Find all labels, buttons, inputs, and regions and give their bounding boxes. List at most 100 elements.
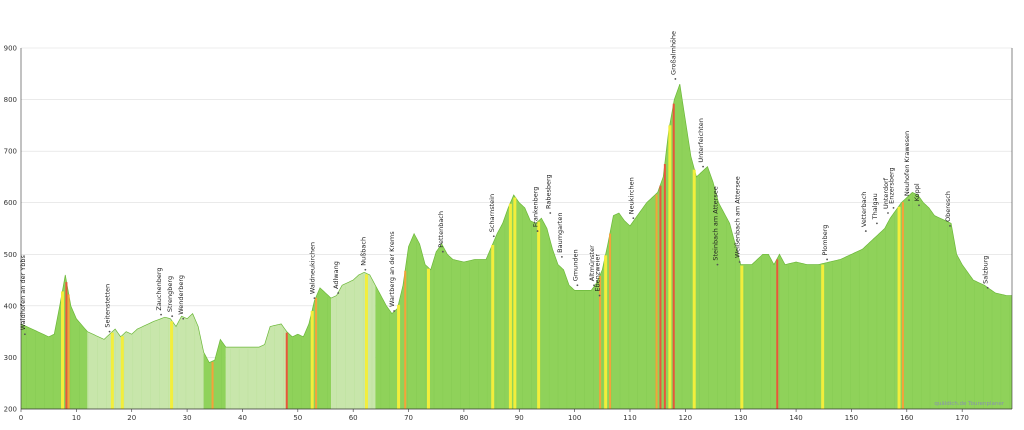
place-label: Neuhofen Krawesen bbox=[903, 131, 911, 196]
place-label: Scharnstein bbox=[488, 194, 496, 232]
place-marker bbox=[171, 315, 174, 318]
area-segment-4 bbox=[286, 287, 332, 409]
x-tick-label-60: 60 bbox=[349, 414, 358, 422]
climb-segment-yellow bbox=[692, 169, 696, 409]
climb-segment-orange bbox=[609, 233, 612, 409]
place-label: Neukirchen bbox=[627, 177, 635, 214]
area-segment-1 bbox=[87, 313, 204, 409]
place-label: Baumgarten bbox=[556, 213, 564, 253]
climb-segment-yellow bbox=[668, 125, 672, 409]
climb-segment-yellow bbox=[426, 268, 430, 409]
place-label: Nußbach bbox=[359, 237, 367, 266]
y-tick-label-300: 300 bbox=[4, 354, 17, 362]
climb-segment-yellow bbox=[310, 310, 314, 409]
x-tick-label-70: 70 bbox=[404, 414, 413, 422]
place-label: Strengberg bbox=[166, 276, 174, 312]
climb-segment-yellow bbox=[61, 291, 65, 409]
place-label: Adlwang bbox=[332, 261, 340, 289]
place-marker bbox=[576, 284, 579, 287]
place-marker bbox=[598, 294, 601, 297]
climb-segment-orange bbox=[655, 194, 658, 409]
x-tick-label-130: 130 bbox=[734, 414, 747, 422]
x-tick-label-120: 120 bbox=[679, 414, 692, 422]
place-marker bbox=[864, 230, 867, 232]
area-segment-5 bbox=[331, 272, 376, 409]
place-label: Frankenberg bbox=[532, 187, 540, 228]
x-tick-label-140: 140 bbox=[789, 414, 802, 422]
place-label: Ebenzweier bbox=[594, 254, 602, 292]
x-tick-label-20: 20 bbox=[127, 414, 136, 422]
climb-segment-red bbox=[672, 103, 675, 409]
place-marker bbox=[738, 261, 741, 263]
place-label: Großalmhöhe bbox=[669, 31, 677, 75]
climb-segment-yellow bbox=[170, 321, 174, 409]
place-marker bbox=[492, 235, 495, 238]
y-tick-label-800: 800 bbox=[4, 96, 17, 104]
profile-line bbox=[20, 83, 1012, 364]
place-marker bbox=[892, 206, 895, 209]
place-label: Plomberg bbox=[821, 225, 829, 256]
place-label: Vetterbach bbox=[860, 192, 868, 228]
climb-segment-orange bbox=[211, 362, 214, 409]
x-tick-label-80: 80 bbox=[459, 414, 468, 422]
area-segment-0 bbox=[21, 274, 88, 409]
place-label: Waldneukirchen bbox=[308, 242, 316, 294]
climb-segment-yellow bbox=[513, 197, 517, 409]
climb-segment-yellow bbox=[604, 255, 608, 409]
area-segment-3 bbox=[225, 323, 287, 409]
place-marker bbox=[986, 286, 989, 289]
place-marker bbox=[826, 258, 828, 261]
place-marker bbox=[702, 165, 704, 168]
climb-segment-yellow bbox=[397, 304, 401, 409]
place-label: Zauchenberg bbox=[155, 267, 163, 310]
place-labels: Waldhofen an der Ybbs Seitenstetten Zauche… bbox=[19, 31, 990, 336]
axes: 200 300 400 500 600 700 800 900 0 10 20 30 40 50 60 70 8… bbox=[4, 45, 1013, 422]
place-marker bbox=[182, 317, 185, 320]
credit-text: quäldich.de Tourenplaner bbox=[934, 401, 1004, 407]
place-label: Seitenstetten bbox=[104, 284, 112, 328]
place-marker bbox=[364, 268, 367, 271]
y-tick-label-200: 200 bbox=[4, 406, 17, 414]
climb-segment-red bbox=[663, 164, 666, 409]
place-label: Wenderberg bbox=[177, 275, 185, 315]
place-label: Thalgau bbox=[871, 193, 879, 220]
place-marker bbox=[560, 255, 563, 258]
place-marker bbox=[716, 263, 719, 266]
climb-segment-yellow bbox=[821, 264, 825, 409]
place-label: Rabesberg bbox=[544, 174, 552, 209]
climb-segment-red bbox=[65, 282, 68, 409]
profile-area bbox=[20, 83, 1012, 409]
climb-segment-yellow bbox=[364, 274, 368, 409]
climb-segment-yellow bbox=[110, 332, 114, 409]
area-segment-2 bbox=[203, 339, 226, 409]
place-marker bbox=[887, 212, 889, 214]
place-marker bbox=[337, 292, 340, 294]
place-marker bbox=[441, 250, 444, 253]
x-tick-label-100: 100 bbox=[568, 414, 581, 422]
place-label: Oberesch bbox=[944, 191, 952, 222]
climb-segment-yellow bbox=[508, 203, 512, 409]
place-label: Steinbach am Attersee bbox=[711, 186, 719, 260]
place-label: Gmunden bbox=[571, 249, 579, 281]
x-tick-label-40: 40 bbox=[238, 414, 247, 422]
climb-segment-yellow bbox=[537, 221, 541, 409]
climb-segments bbox=[61, 103, 904, 409]
climb-segment-orange bbox=[901, 202, 904, 409]
climb-segment-red bbox=[776, 259, 779, 409]
climb-segment-yellow bbox=[120, 336, 124, 409]
place-label: Waldhofen an der Ybbs bbox=[19, 254, 27, 330]
x-tick-label-170: 170 bbox=[955, 414, 968, 422]
x-tick-label-90: 90 bbox=[515, 414, 524, 422]
climb-segment-red bbox=[285, 332, 288, 409]
y-tick-label-500: 500 bbox=[4, 251, 17, 259]
place-marker bbox=[108, 330, 111, 333]
place-marker bbox=[949, 225, 951, 227]
place-marker bbox=[549, 212, 552, 214]
place-label: Pettenbach bbox=[437, 211, 445, 248]
place-label: Unterdorf bbox=[882, 177, 890, 209]
place-marker bbox=[393, 310, 396, 312]
place-label: Salzburg bbox=[982, 256, 990, 284]
place-marker bbox=[536, 230, 539, 232]
x-tick-label-30: 30 bbox=[183, 414, 192, 422]
climb-segment-orange bbox=[404, 270, 407, 409]
